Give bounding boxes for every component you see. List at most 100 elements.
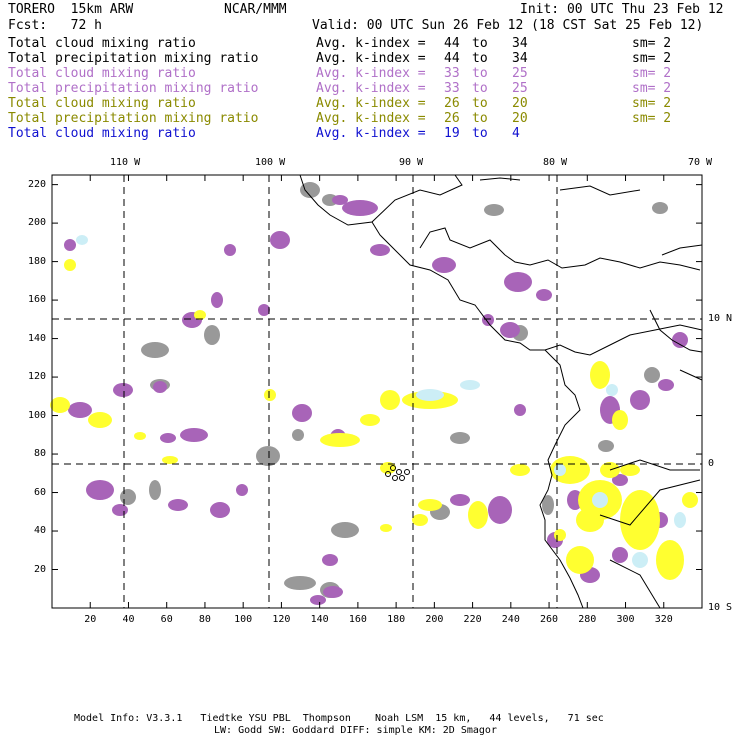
legend-hi: 33 xyxy=(444,66,460,81)
legend-row: Total cloud mixing ratio Avg. k-index = 19… xyxy=(8,126,728,141)
x-tick-label: 200 xyxy=(425,614,444,625)
legend-hi: 33 xyxy=(444,81,460,96)
field-blob xyxy=(658,379,674,391)
field-blob xyxy=(320,433,360,447)
x-tick-label: 80 xyxy=(198,614,211,625)
coastline-segment xyxy=(504,254,701,271)
field-blob xyxy=(50,397,70,413)
legend-kindex: Avg. k-index = xyxy=(316,51,426,66)
field-blob xyxy=(141,342,169,358)
field-blob xyxy=(86,480,114,500)
field-blob xyxy=(644,367,660,383)
field-blob xyxy=(64,259,76,271)
legend-lo: 34 xyxy=(512,36,528,51)
field-blob xyxy=(450,494,470,506)
legend-kindex: Avg. k-index = xyxy=(316,66,426,81)
field-blob xyxy=(270,231,290,249)
field-blob xyxy=(652,202,668,214)
island xyxy=(392,475,398,481)
field-blob xyxy=(322,554,338,566)
legend-field: Total cloud mixing ratio xyxy=(8,126,196,141)
field-blob xyxy=(672,332,688,348)
field-blob xyxy=(510,464,530,476)
legend-to: to xyxy=(472,96,488,111)
y-tick-label: 120 xyxy=(27,371,46,383)
coastline-segment xyxy=(559,185,641,196)
coastline-segment xyxy=(419,227,506,256)
field-blob xyxy=(598,440,614,452)
coastline-segment xyxy=(679,369,703,381)
field-blob xyxy=(450,432,470,444)
field-blob xyxy=(576,508,604,532)
field-blob xyxy=(674,512,686,528)
org-label: NCAR/MMM xyxy=(224,2,287,17)
y-tick-label: 20 xyxy=(33,563,46,575)
field-blob xyxy=(162,456,178,464)
top-lon-label: 100 W xyxy=(255,157,286,168)
field-blob xyxy=(432,257,456,273)
field-blob xyxy=(620,464,640,476)
legend-kindex: Avg. k-index = xyxy=(316,111,426,126)
field-blob xyxy=(88,412,112,428)
legend-lo: 25 xyxy=(512,66,528,81)
legend-kindex: Avg. k-index = xyxy=(316,96,426,111)
field-blob xyxy=(514,404,526,416)
x-tick-label: 20 xyxy=(84,614,97,625)
legend-hi: 44 xyxy=(444,36,460,51)
field-blob xyxy=(620,490,660,550)
field-blob xyxy=(482,314,494,326)
field-blob xyxy=(194,310,206,320)
island xyxy=(385,471,391,477)
legend-sm: sm= 2 xyxy=(632,96,672,111)
field-blob xyxy=(180,428,208,442)
field-blob xyxy=(224,244,236,256)
y-tick-label: 60 xyxy=(33,486,46,498)
legend-kindex: Avg. k-index = xyxy=(316,126,426,141)
legend-field: Total precipitation mixing ratio xyxy=(8,51,259,66)
field-blob xyxy=(310,595,326,605)
top-lon-label: 80 W xyxy=(543,157,568,168)
island xyxy=(399,475,405,481)
top-lon-label: 110 W xyxy=(110,157,141,168)
y-tick-label: 80 xyxy=(33,448,46,460)
legend-kindex: Avg. k-index = xyxy=(316,81,426,96)
legend-sm: sm= 2 xyxy=(632,51,672,66)
field-blob xyxy=(284,576,316,590)
legend-hi: 26 xyxy=(444,96,460,111)
y-tick-label: 40 xyxy=(33,525,46,537)
field-blob xyxy=(120,489,136,505)
field-overlays xyxy=(50,182,698,605)
coastline-segment xyxy=(609,559,661,609)
legend-to: to xyxy=(472,66,488,81)
field-blob xyxy=(112,504,128,516)
field-blob xyxy=(380,390,400,410)
field-blob xyxy=(292,404,312,422)
legend-field: Total cloud mixing ratio xyxy=(8,36,196,51)
field-blob xyxy=(606,384,618,396)
legend-sm: sm= 2 xyxy=(632,81,672,96)
legend-lo: 34 xyxy=(512,51,528,66)
x-tick-label: 120 xyxy=(272,614,291,625)
field-blob xyxy=(416,389,444,401)
right-lat-label: 0 xyxy=(708,458,715,469)
legend-row: Total cloud mixing ratio Avg. k-index = 26… xyxy=(8,96,728,111)
field-blob xyxy=(380,462,396,474)
legend-hi: 26 xyxy=(444,111,460,126)
model-title: TORERO 15km ARW xyxy=(8,2,134,17)
field-blob xyxy=(264,389,276,401)
legend-to: to xyxy=(472,51,488,66)
legend-lo: 25 xyxy=(512,81,528,96)
legend-sm: sm= 2 xyxy=(632,66,672,81)
y-tick-label: 200 xyxy=(27,217,46,229)
legend-row: Total precipitation mixing ratio Avg. k-i… xyxy=(8,51,728,66)
field-blob xyxy=(630,390,650,410)
x-tick-label: 300 xyxy=(616,614,635,625)
field-blob xyxy=(590,361,610,389)
field-blob xyxy=(300,182,320,198)
x-tick-label: 60 xyxy=(160,614,173,625)
field-blob xyxy=(256,446,280,466)
field-blob xyxy=(380,524,392,532)
field-blob xyxy=(554,529,566,541)
field-blob xyxy=(149,480,161,500)
coastline-segment xyxy=(599,479,701,526)
